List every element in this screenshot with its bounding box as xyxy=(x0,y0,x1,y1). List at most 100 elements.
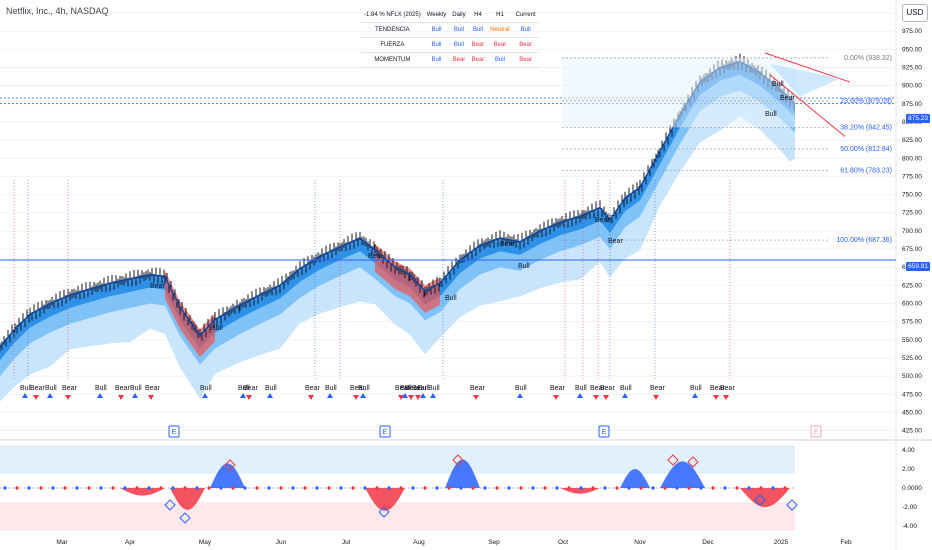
bear-signal-marker xyxy=(713,395,719,400)
y-tick-label: 775.00 xyxy=(902,173,922,180)
osc-zero-dot xyxy=(398,485,404,491)
osc-y-tick-label: -4.00 xyxy=(902,523,917,530)
signal-label: Bull xyxy=(238,385,250,392)
signal-label: Bear xyxy=(243,385,258,392)
signal-label: Bear xyxy=(395,385,410,392)
y-tick-label: 750.00 xyxy=(902,192,922,199)
osc-zero-dot xyxy=(614,485,620,491)
osc-diamond-marker xyxy=(786,499,798,511)
bear-signal-marker xyxy=(148,395,154,400)
osc-zero-dot xyxy=(314,485,320,491)
bull-signal-marker xyxy=(22,393,28,398)
bull-signal-marker xyxy=(132,393,138,398)
table-cell: Bull xyxy=(449,22,469,38)
y-tick-label: 425.00 xyxy=(902,428,922,435)
last-price-label: 875.23 xyxy=(906,114,930,123)
bear-signal-marker xyxy=(246,395,252,400)
osc-zero-dot xyxy=(506,485,512,491)
table-cell: Bear xyxy=(512,37,539,53)
bull-signal-marker xyxy=(360,393,366,398)
signal-label: Bull xyxy=(620,385,632,392)
y-tick-label: 975.00 xyxy=(902,28,922,35)
table-header-current: Current xyxy=(512,8,539,23)
bear-signal-marker xyxy=(398,395,404,400)
osc-zero-dot xyxy=(374,485,380,491)
osc-zero-dot xyxy=(710,485,716,491)
osc-zero-dot xyxy=(602,485,608,491)
trend-line xyxy=(769,74,846,137)
osc-zero-dot xyxy=(362,485,368,491)
signal-label: Bear xyxy=(412,385,427,392)
osc-zero-dot xyxy=(158,485,164,491)
y-tick-label: 625.00 xyxy=(902,282,922,289)
chart-annotation: Bull xyxy=(211,325,223,332)
bull-signal-marker xyxy=(97,393,103,398)
bear-signal-marker xyxy=(593,395,599,400)
fib-level-label: 100.00% (687.36) xyxy=(836,237,892,244)
chart-annotation: Bear xyxy=(608,238,623,245)
x-tick-label: May xyxy=(199,539,212,546)
bull-signal-marker xyxy=(577,393,583,398)
fib-level-label: 23.60% (879.09) xyxy=(840,98,892,105)
signal-label: Bull xyxy=(45,385,57,392)
signal-label: Bear xyxy=(62,385,77,392)
osc-zero-dot xyxy=(338,485,344,491)
osc-histogram xyxy=(210,463,245,488)
osc-upper-zone xyxy=(0,445,795,474)
bear-signal-marker xyxy=(408,395,414,400)
osc-zero-dot xyxy=(638,485,644,491)
signal-label: Bear xyxy=(710,385,725,392)
signal-label: Bear xyxy=(470,385,485,392)
osc-histogram xyxy=(445,459,480,488)
y-tick-label: 525.00 xyxy=(902,355,922,362)
signal-label: Bull xyxy=(325,385,337,392)
table-cell: Bear xyxy=(512,52,539,68)
bear-signal-marker xyxy=(723,395,729,400)
bear-signal-marker xyxy=(603,395,609,400)
osc-y-tick-label: -2.00 xyxy=(902,504,917,511)
chart-annotation: Bear xyxy=(368,253,383,260)
osc-zero-dot xyxy=(434,485,440,491)
osc-diamond-marker xyxy=(687,456,699,468)
table-header-daily: Daily xyxy=(449,8,469,23)
osc-zero-dot xyxy=(482,485,488,491)
earnings-marker xyxy=(598,425,610,438)
bear-signal-marker xyxy=(65,395,71,400)
earnings-marker xyxy=(168,425,180,438)
table-row-label: FUERZA xyxy=(361,37,424,53)
table-cell: Bull xyxy=(423,22,450,38)
osc-zero-dot xyxy=(734,485,740,491)
osc-diamond-marker xyxy=(452,454,464,466)
osc-zero-dot xyxy=(458,485,464,491)
signal-label: Bull xyxy=(690,385,702,392)
osc-zero-dot xyxy=(446,485,452,491)
osc-zero-dot xyxy=(290,485,296,491)
osc-zero-dot xyxy=(218,485,224,491)
bull-signal-marker xyxy=(692,393,698,398)
signal-label: Bull xyxy=(358,385,370,392)
y-tick-label: 825.00 xyxy=(902,137,922,144)
y-tick-label: 700.00 xyxy=(902,228,922,235)
osc-zero-dot xyxy=(146,485,152,491)
earnings-marker xyxy=(379,425,391,438)
x-tick-label: Feb xyxy=(840,539,852,546)
table-cell: Bear xyxy=(468,52,488,68)
x-tick-label: Dec xyxy=(702,539,714,546)
signal-label: Bear xyxy=(350,385,365,392)
y-tick-label: 500.00 xyxy=(902,373,922,380)
earnings-label: E xyxy=(172,429,177,436)
osc-histogram xyxy=(560,488,600,494)
osc-zero-dot xyxy=(782,485,788,491)
currency-button[interactable]: USD xyxy=(902,4,928,22)
osc-zero-dot xyxy=(182,485,188,491)
osc-zero-dot xyxy=(770,485,776,491)
table-cell: Bull xyxy=(423,37,450,53)
signal-label: Bear xyxy=(600,385,615,392)
signal-label: Bull xyxy=(418,385,430,392)
table-header-weekly: Weekly xyxy=(423,8,450,23)
y-tick-label: 900.00 xyxy=(902,83,922,90)
bull-signal-marker xyxy=(430,393,436,398)
osc-zero-dot xyxy=(542,485,548,491)
osc-diamond-marker xyxy=(754,494,766,506)
y-tick-label: 550.00 xyxy=(902,337,922,344)
